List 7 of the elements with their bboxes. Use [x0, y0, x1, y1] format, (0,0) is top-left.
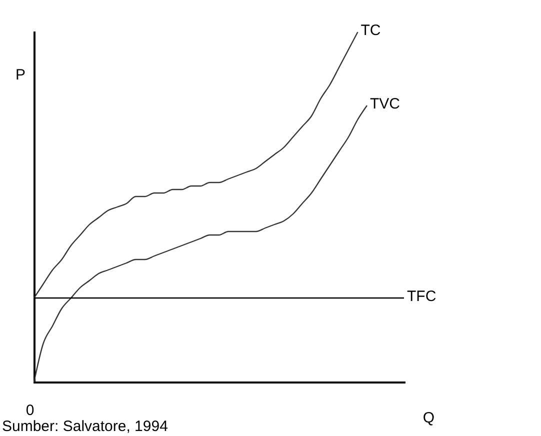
series-label: TFC [407, 288, 436, 305]
series-label: TC [360, 22, 381, 39]
text: Sumber: Salvatore, 1994 [2, 418, 168, 435]
text: 0 [26, 402, 34, 419]
series-label: TVC [370, 96, 400, 112]
y-axis-title: P [15, 66, 26, 84]
x-axis-title: Q [422, 410, 434, 426]
